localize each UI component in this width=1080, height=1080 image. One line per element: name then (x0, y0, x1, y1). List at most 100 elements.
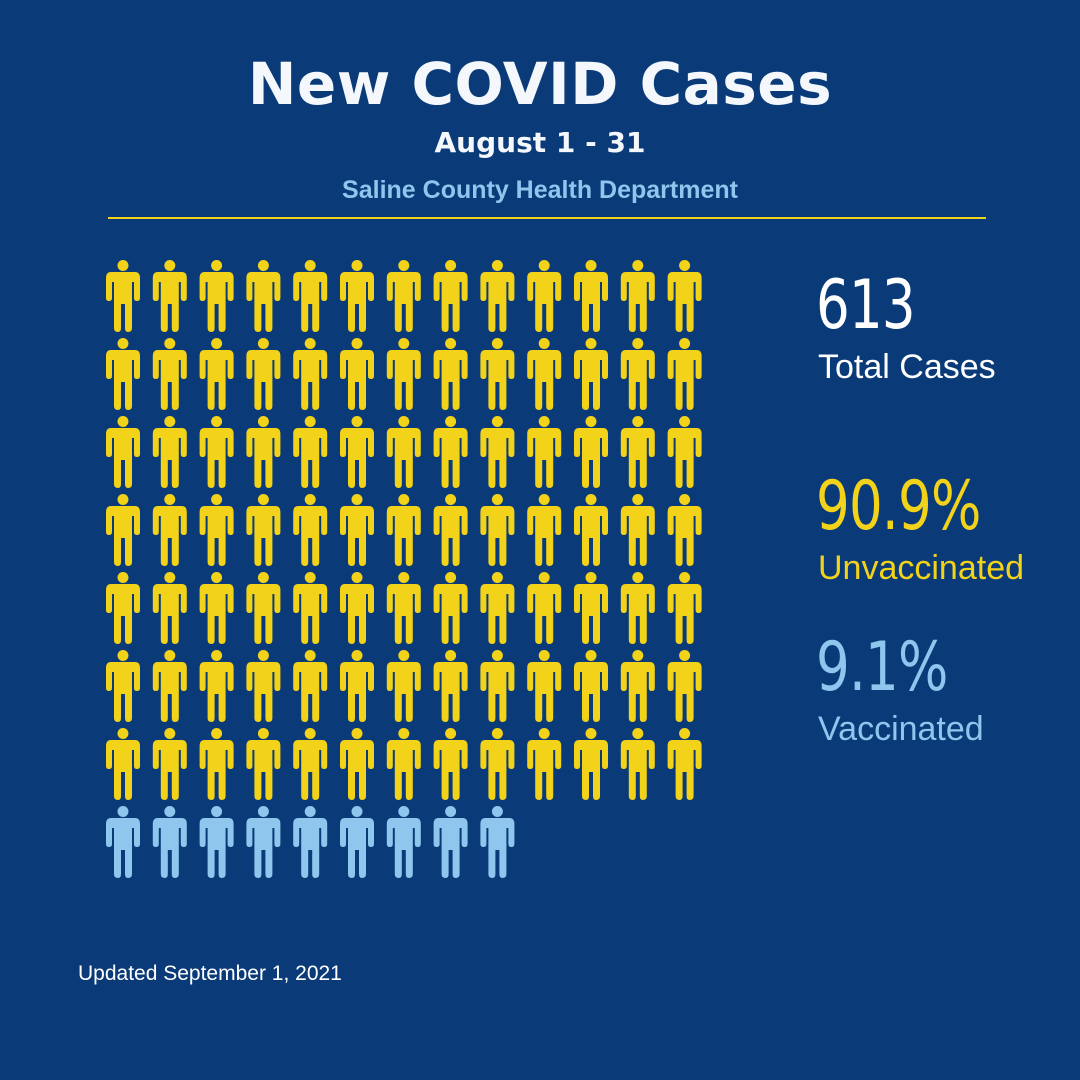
person-icon (527, 650, 562, 722)
person-icon (152, 338, 187, 410)
person-icon (433, 806, 468, 878)
person-icon (574, 728, 608, 800)
person-icon (480, 338, 515, 410)
person-icon (246, 338, 281, 410)
person-icon (386, 416, 421, 488)
person-icon (574, 260, 608, 332)
person-icon (386, 806, 421, 878)
person-icon (386, 260, 421, 332)
person-icon (620, 572, 655, 644)
vaccinated-value: 9.1% (816, 628, 948, 707)
unvaccinated-value: 90.9% (816, 467, 981, 546)
person-icon (480, 728, 515, 800)
person-icon (574, 416, 608, 488)
person-icon (433, 728, 468, 800)
person-icon (620, 260, 655, 332)
person-icon (152, 416, 187, 488)
person-icon (667, 494, 702, 566)
person-icon (667, 728, 702, 800)
person-icon (340, 806, 374, 878)
unvaccinated-label: Unvaccinated (818, 549, 1025, 587)
person-icon (293, 338, 328, 410)
person-icon (480, 260, 515, 332)
person-icon (199, 416, 234, 488)
person-icon (106, 650, 140, 722)
person-icon (293, 728, 328, 800)
person-icon (527, 572, 562, 644)
person-icon (433, 260, 468, 332)
person-icon (246, 728, 281, 800)
person-icon (340, 572, 374, 644)
person-icon (480, 806, 515, 878)
person-icon (386, 494, 421, 566)
person-icon (620, 650, 655, 722)
person-icon (152, 806, 187, 878)
person-icon (293, 806, 328, 878)
person-icon (152, 494, 187, 566)
person-icon (199, 494, 234, 566)
person-icon (527, 494, 562, 566)
person-icon (574, 494, 608, 566)
person-icon (199, 572, 234, 644)
person-icon (152, 650, 187, 722)
person-icon (106, 572, 140, 644)
person-icon (667, 338, 702, 410)
person-icon (433, 650, 468, 722)
person-icon (246, 416, 281, 488)
person-icon (386, 650, 421, 722)
person-icon (199, 338, 234, 410)
person-icon (106, 260, 140, 332)
person-icon (199, 728, 234, 800)
people-pictogram (106, 260, 702, 878)
person-icon (106, 338, 140, 410)
person-icon (293, 494, 328, 566)
person-icon (574, 572, 608, 644)
header-divider (108, 217, 986, 219)
person-icon (340, 416, 374, 488)
person-icon (293, 416, 328, 488)
person-icon (620, 494, 655, 566)
person-icon (527, 728, 562, 800)
person-icon (293, 260, 328, 332)
person-icon (152, 572, 187, 644)
person-icon (667, 416, 702, 488)
person-icon (246, 572, 281, 644)
person-icon (199, 806, 234, 878)
person-icon (246, 650, 281, 722)
person-icon (246, 494, 281, 566)
person-icon (106, 806, 140, 878)
person-icon (199, 260, 234, 332)
person-icon (106, 416, 140, 488)
person-icon (480, 572, 515, 644)
person-icon (340, 338, 374, 410)
vaccinated-label: Vaccinated (818, 710, 984, 748)
person-icon (246, 260, 281, 332)
person-icon (620, 728, 655, 800)
person-icon (480, 650, 515, 722)
page-title: New COVID Cases (247, 50, 833, 118)
person-icon (293, 572, 328, 644)
person-icon (480, 494, 515, 566)
total-cases-label: Total Cases (818, 348, 996, 386)
source-label: Saline County Health Department (342, 176, 738, 204)
person-icon (433, 338, 468, 410)
person-icon (480, 416, 515, 488)
person-icon (106, 728, 140, 800)
person-icon (152, 728, 187, 800)
person-icon (527, 260, 562, 332)
person-icon (667, 650, 702, 722)
person-icon (433, 416, 468, 488)
person-icon (527, 338, 562, 410)
person-icon (667, 572, 702, 644)
person-icon (106, 494, 140, 566)
total-cases-value: 613 (816, 266, 916, 345)
date-range: August 1 - 31 (434, 126, 646, 159)
person-icon (386, 728, 421, 800)
person-icon (527, 416, 562, 488)
person-icon (340, 650, 374, 722)
person-icon (152, 260, 187, 332)
person-icon (574, 338, 608, 410)
person-icon (667, 260, 702, 332)
person-icon (433, 494, 468, 566)
person-icon (620, 416, 655, 488)
